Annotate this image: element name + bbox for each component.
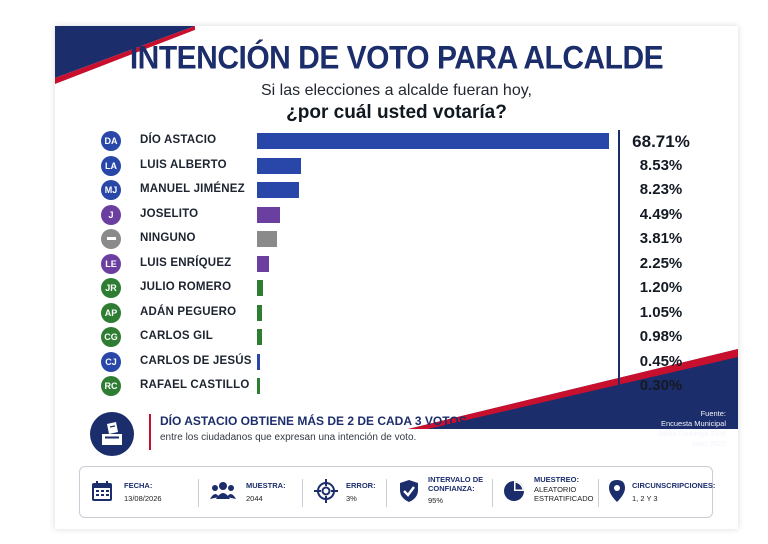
- bar-row: RC RAFAEL CASTILLO 0.30%: [55, 375, 738, 397]
- candidate-badge: J: [101, 204, 121, 225]
- highlight-accent-line: [149, 414, 151, 450]
- bar: [257, 280, 264, 296]
- percent-label: 0.45%: [639, 352, 683, 370]
- confianza-label-2: CONFIANZA:: [428, 484, 475, 493]
- target-icon: [314, 479, 340, 505]
- methodology-footer: FECHA: 13/08/2026 MUESTRA: 2044: [79, 466, 716, 518]
- bar: [257, 255, 269, 272]
- footer-separator: [492, 479, 493, 507]
- highlight-detail: entre los ciudadanos que expresan una in…: [160, 432, 417, 443]
- subtitle: Si las elecciones a alcalde fueran hoy,: [261, 82, 532, 99]
- candidate-name: LUIS ENRÍQUEZ: [140, 256, 232, 269]
- source-line2: Santo Domingo Este: [657, 429, 726, 438]
- candidate-badge: CG: [101, 327, 121, 347]
- shield-check-icon: [398, 479, 424, 505]
- bar-row: CG CARLOS GIL 0.98%: [55, 326, 738, 348]
- candidate-name: ADÁN PEGUERO: [140, 305, 237, 318]
- candidate-name: NINGUNO: [140, 232, 196, 244]
- infographic-card: INTENCIÓN DE VOTO PARA ALCALDE Si las el…: [55, 26, 738, 529]
- bar-row: NINGUNO 3.81%: [55, 228, 738, 250]
- muestreo-value-2: ESTRATIFICADO: [534, 494, 594, 503]
- candidate-badge: RC: [101, 376, 121, 396]
- candidate-badge: [101, 229, 121, 249]
- value-divider: [618, 130, 620, 398]
- candidate-name: LUIS ALBERTO: [140, 158, 227, 171]
- bar: [257, 133, 609, 149]
- candidate-name: JOSELITO: [140, 207, 199, 220]
- candidate-name: CARLOS DE JESÚS: [140, 354, 252, 367]
- candidate-badge: CJ: [101, 351, 121, 372]
- fecha-value: 13/08/2026: [124, 494, 162, 503]
- percent-label: 68.71%: [632, 132, 690, 151]
- candidate-name: CARLOS GIL: [140, 330, 213, 342]
- footer-separator: [386, 479, 387, 507]
- bar: [257, 353, 260, 370]
- bar-row: LA LUIS ALBERTO 8.53%: [55, 155, 738, 177]
- bar-row: J JOSELITO 4.49%: [55, 204, 738, 226]
- bar: [257, 378, 260, 394]
- percent-label: 3.81%: [639, 230, 683, 247]
- source-line1: Encuesta Municipal: [660, 419, 726, 428]
- bar-row: DA DÍO ASTACIO 68.71%: [55, 130, 738, 152]
- candidate-badge: MJ: [101, 180, 121, 200]
- candidate-badge: DA: [101, 131, 121, 151]
- source-note: Fuente: Encuesta Municipal Santo Domingo…: [657, 409, 726, 449]
- map-pin-icon: [608, 479, 634, 505]
- candidate-badge: AP: [101, 302, 121, 323]
- muestreo-value: ALEATORIO: [534, 485, 577, 494]
- bar: [257, 231, 277, 247]
- error-label: ERROR:: [346, 481, 376, 490]
- bar: [257, 329, 263, 345]
- page-title: INTENCIÓN DE VOTO PARA ALCALDE: [129, 40, 664, 77]
- candidate-badge: LA: [101, 155, 121, 176]
- percent-label: 4.49%: [639, 205, 683, 223]
- percent-label: 8.53%: [639, 156, 683, 174]
- bar: [257, 206, 280, 223]
- circunscripciones-value: 1, 2 Y 3: [632, 494, 658, 503]
- confianza-value: 95%: [428, 496, 444, 505]
- footer-separator: [198, 479, 199, 507]
- bar: [257, 304, 263, 321]
- muestra-value: 2044: [246, 494, 263, 503]
- muestreo-label: MUESTREO:: [534, 475, 579, 484]
- source-label: Fuente:: [700, 409, 726, 418]
- percent-label: 2.25%: [639, 254, 683, 272]
- candidate-name: MANUEL JIMÉNEZ: [140, 183, 245, 195]
- source-line3: Julio 2026: [691, 439, 726, 448]
- bar-row: AP ADÁN PEGUERO 1.05%: [55, 302, 738, 324]
- circunscripciones-label: CIRCUNSCRIPCIONES:: [632, 481, 716, 490]
- question: ¿por cuál usted votaría?: [286, 102, 507, 123]
- bar: [257, 182, 300, 198]
- bar: [257, 157, 301, 174]
- fecha-label: FECHA:: [124, 481, 153, 490]
- pie-chart-icon: [502, 479, 528, 505]
- ballot-box-icon: [90, 412, 134, 456]
- percent-label: 0.98%: [639, 328, 683, 345]
- bar-row: LE LUIS ENRÍQUEZ 2.25%: [55, 253, 738, 275]
- footer-separator: [302, 479, 303, 507]
- people-icon: [210, 479, 236, 505]
- percent-label: 0.30%: [639, 377, 683, 394]
- bar-row: CJ CARLOS DE JESÚS 0.45%: [55, 351, 738, 373]
- muestra-label: MUESTRA:: [246, 481, 286, 490]
- bottom-right-decoration: [408, 349, 738, 429]
- percent-label: 1.20%: [639, 279, 683, 296]
- bar-row: JR JULIO ROMERO 1.20%: [55, 277, 738, 299]
- candidate-name: RAFAEL CASTILLO: [140, 379, 250, 391]
- percent-label: 1.05%: [639, 303, 683, 321]
- candidate-name: DÍO ASTACIO: [140, 134, 217, 146]
- minus-icon: [106, 237, 116, 241]
- bar-row: MJ MANUEL JIMÉNEZ 8.23%: [55, 179, 738, 201]
- highlight-headline: DÍO ASTACIO OBTIENE MÁS DE 2 DE CADA 3 V…: [160, 414, 467, 428]
- candidate-name: JULIO ROMERO: [140, 281, 232, 293]
- confianza-label: INTERVALO DE: [428, 475, 484, 484]
- percent-label: 8.23%: [639, 181, 683, 198]
- calendar-icon: [90, 479, 116, 505]
- footer-separator: [598, 479, 599, 507]
- top-left-decoration: [55, 26, 195, 86]
- error-value: 3%: [346, 494, 357, 503]
- candidate-badge: JR: [101, 278, 121, 298]
- candidate-badge: LE: [101, 253, 121, 274]
